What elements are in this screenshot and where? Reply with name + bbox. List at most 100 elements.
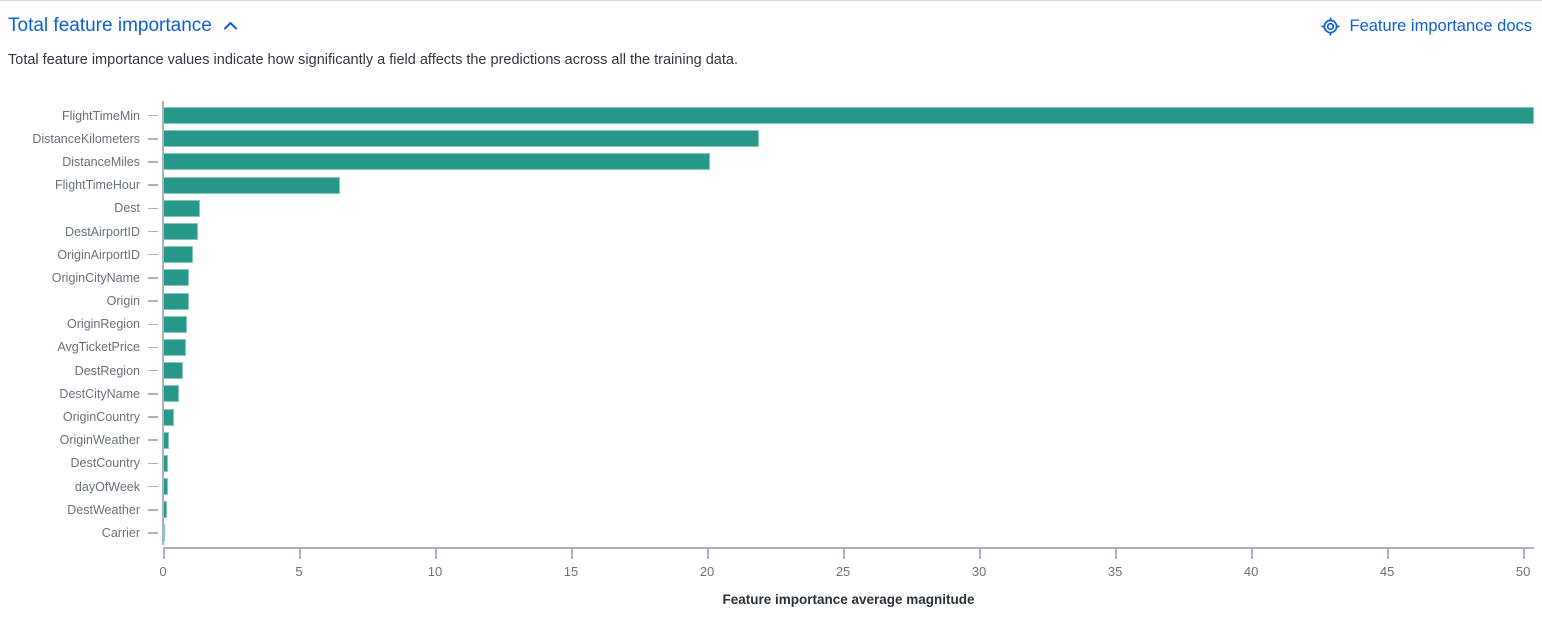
x-axis-tick xyxy=(163,548,165,559)
y-axis-tick xyxy=(148,509,158,511)
importance-bar[interactable] xyxy=(163,107,1534,125)
y-axis-line xyxy=(162,101,164,545)
y-axis-tick xyxy=(148,207,158,210)
importance-bar[interactable] xyxy=(163,199,200,217)
bar-track xyxy=(163,223,1534,241)
x-axis-line xyxy=(163,546,1534,549)
y-axis-label: dayOfWeek xyxy=(74,479,140,494)
y-axis-tick xyxy=(148,416,158,418)
panel-header: Total feature importance Feature importa… xyxy=(0,1,1542,38)
y-axis-tick xyxy=(148,230,158,233)
x-axis-tick-label: 50 xyxy=(1515,563,1531,579)
x-axis-tick xyxy=(707,548,709,559)
bar-track xyxy=(163,153,1534,171)
panel-description: Total feature importance values indicate… xyxy=(8,52,738,68)
y-axis-label: Dest xyxy=(114,201,140,216)
chart-row: dayOfWeek xyxy=(0,475,1534,498)
feature-importance-chart[interactable]: FlightTimeMin DistanceKilometers DistanceM… xyxy=(0,101,1534,618)
importance-bar[interactable] xyxy=(163,223,199,241)
importance-bar[interactable] xyxy=(163,130,759,148)
y-axis-tick xyxy=(148,161,158,163)
y-axis-label: DestAirportID xyxy=(64,224,140,239)
bar-track xyxy=(163,524,1534,542)
y-axis-tick xyxy=(148,138,158,140)
chart-row: DistanceKilometers xyxy=(0,127,1534,150)
feature-importance-docs-link[interactable]: Feature importance docs xyxy=(1321,15,1532,37)
y-axis-label: DistanceKilometers xyxy=(32,131,140,146)
chart-row: Origin xyxy=(0,290,1534,313)
bar-track xyxy=(163,338,1534,356)
importance-bar[interactable] xyxy=(163,408,175,426)
bar-track xyxy=(163,362,1534,380)
x-axis-tick xyxy=(435,548,437,559)
importance-bar[interactable] xyxy=(163,501,168,519)
x-axis-tick-label: 20 xyxy=(699,563,715,579)
y-axis-tick xyxy=(148,253,158,256)
x-axis-tick xyxy=(843,548,845,559)
importance-bar[interactable] xyxy=(163,524,166,542)
y-axis-tick xyxy=(148,485,158,488)
bar-track xyxy=(163,176,1534,194)
chart-row: AvgTicketPrice xyxy=(0,336,1534,359)
chart-plot-area: FlightTimeMin DistanceKilometers DistanceM… xyxy=(0,101,1534,545)
y-axis-tick xyxy=(148,300,158,302)
chart-row: DistanceMiles xyxy=(0,150,1534,173)
importance-bar[interactable] xyxy=(163,153,710,171)
bar-track xyxy=(163,385,1534,403)
y-axis-tick xyxy=(148,393,158,395)
bar-track xyxy=(163,431,1534,449)
bar-track xyxy=(163,501,1534,519)
panel-title: Total feature importance xyxy=(8,15,212,36)
chart-row: OriginRegion xyxy=(0,313,1534,336)
importance-bar[interactable] xyxy=(163,176,340,194)
bar-track xyxy=(163,199,1534,217)
x-axis-title: Feature importance average magnitude xyxy=(722,591,975,607)
chart-row: OriginWeather xyxy=(0,429,1534,452)
bar-track xyxy=(163,130,1534,148)
chevron-up-icon xyxy=(223,20,238,32)
y-axis-label: DistanceMiles xyxy=(62,154,140,169)
y-axis-label: OriginRegion xyxy=(67,317,140,332)
y-axis-label: DestWeather xyxy=(67,502,140,517)
chart-row: OriginCountry xyxy=(0,405,1534,428)
docs-link-label: Feature importance docs xyxy=(1349,17,1532,35)
bar-track xyxy=(163,292,1534,310)
lifebuoy-help-icon xyxy=(1321,16,1341,36)
bar-track xyxy=(163,454,1534,472)
x-axis-tick-label: 40 xyxy=(1243,563,1259,579)
x-axis-tick-label: 0 xyxy=(159,563,167,579)
importance-bar[interactable] xyxy=(163,292,189,310)
y-axis-label: OriginWeather xyxy=(59,433,140,448)
importance-bar[interactable] xyxy=(163,431,169,449)
y-axis-tick xyxy=(148,114,158,117)
x-axis-tick xyxy=(979,548,981,559)
y-axis-label: FlightTimeHour xyxy=(55,178,140,193)
importance-bar[interactable] xyxy=(163,315,188,333)
x-axis-tick-label: 35 xyxy=(1107,563,1123,579)
y-axis-label: AvgTicketPrice xyxy=(57,340,140,355)
importance-bar[interactable] xyxy=(163,454,168,472)
y-axis-tick xyxy=(148,462,158,465)
importance-bar[interactable] xyxy=(163,246,193,264)
chart-row: OriginCityName xyxy=(0,266,1534,289)
chart-row: OriginAirportID xyxy=(0,243,1534,266)
bar-track xyxy=(163,315,1534,333)
x-axis-tick-label: 45 xyxy=(1379,563,1395,579)
importance-bar[interactable] xyxy=(163,362,183,380)
y-axis-label: DestRegion xyxy=(74,363,140,378)
importance-bar[interactable] xyxy=(163,338,187,356)
importance-bar[interactable] xyxy=(163,269,190,287)
chart-row: FlightTimeMin xyxy=(0,104,1534,127)
y-axis-tick xyxy=(148,277,158,279)
bar-track xyxy=(163,478,1534,496)
importance-bar[interactable] xyxy=(163,385,180,403)
x-axis-tick xyxy=(1523,548,1525,559)
y-axis-tick xyxy=(148,532,158,534)
importance-bar[interactable] xyxy=(163,478,168,496)
chart-row: DestAirportID xyxy=(0,220,1534,243)
chart-row: DestCountry xyxy=(0,452,1534,475)
total-feature-importance-accordion-toggle[interactable]: Total feature importance xyxy=(8,14,238,38)
bar-track xyxy=(163,107,1534,125)
x-axis-tick-label: 10 xyxy=(427,563,443,579)
